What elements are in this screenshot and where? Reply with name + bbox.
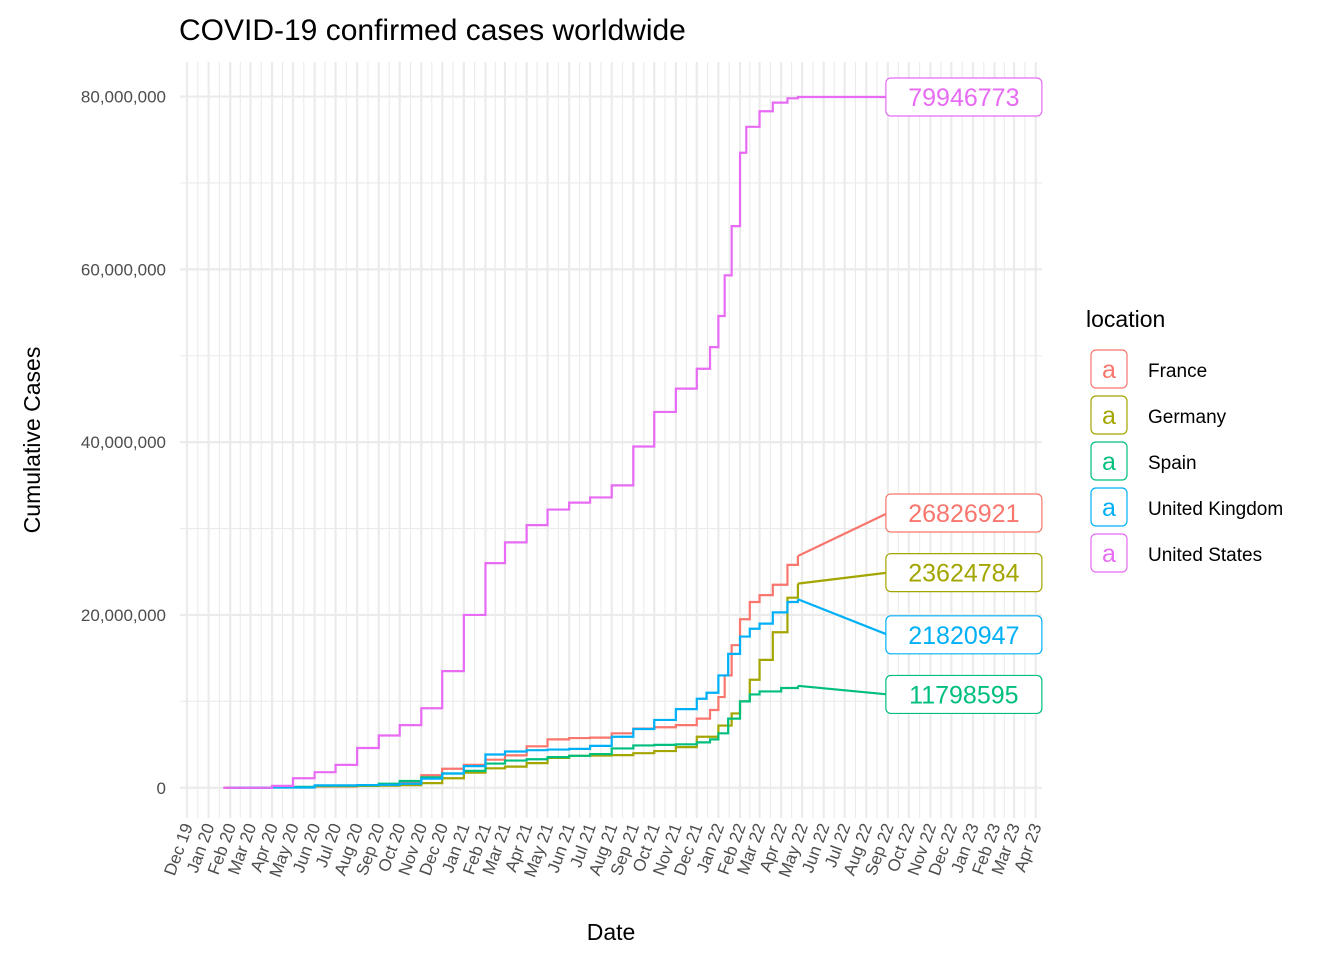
- legend-label: Spain: [1148, 453, 1197, 474]
- legend-label: United Kingdom: [1148, 499, 1283, 520]
- legend: location a France a Germany a Spain a United Ki…: [1086, 306, 1283, 573]
- legend-key-glyph: a: [1102, 448, 1116, 476]
- series-line: [223, 95, 888, 789]
- y-tick-label: 60,000,000: [81, 260, 166, 279]
- end-label: 11798595: [909, 681, 1018, 709]
- y-axis-title: Cumulative Cases: [19, 347, 45, 534]
- legend-key-glyph: a: [1102, 356, 1116, 384]
- end-label-box: [885, 674, 1043, 715]
- label-connector: [797, 598, 889, 636]
- end-label: 21820947: [908, 622, 1019, 650]
- legend-label: Germany: [1148, 407, 1227, 428]
- legend-key: [1090, 395, 1128, 435]
- x-axis-title: Date: [587, 919, 636, 945]
- label-connector: [797, 512, 889, 557]
- series-line: [224, 555, 800, 789]
- legend-key-glyph: a: [1102, 494, 1116, 522]
- legend-key: [1090, 441, 1128, 481]
- end-label: 26826921: [908, 500, 1019, 528]
- legend-title: location: [1086, 306, 1165, 332]
- chart-title: COVID-19 confirmed cases worldwide: [179, 14, 686, 47]
- end-label-box: [885, 615, 1043, 655]
- label-connector: [797, 684, 888, 696]
- end-label-box: [885, 77, 1043, 117]
- legend-key-glyph: a: [1102, 540, 1116, 568]
- y-tick-label: 20,000,000: [81, 606, 166, 625]
- legend-key: [1090, 533, 1128, 573]
- legend-key: [1090, 349, 1128, 389]
- end-label-box: [885, 493, 1043, 533]
- legend-key-glyph: a: [1102, 402, 1116, 430]
- legend-label: France: [1148, 361, 1207, 382]
- legend-key: [1090, 487, 1128, 527]
- y-tick-label: 80,000,000: [81, 88, 166, 107]
- series-line: [229, 599, 800, 789]
- end-label: 23624784: [908, 560, 1019, 588]
- y-tick-label: 40,000,000: [81, 433, 166, 452]
- y-tick-label: 0: [157, 779, 166, 798]
- label-connectors: [797, 512, 889, 696]
- series-lines: [223, 95, 888, 789]
- legend-label: United States: [1148, 545, 1262, 566]
- end-label: 79946773: [908, 84, 1019, 112]
- grid: [180, 62, 1042, 818]
- label-connector: [797, 571, 889, 585]
- end-labels: 26826921 23624784 11798595 21820947 79946773: [885, 77, 1043, 715]
- y-axis-ticks: 0 20,000,000 40,000,000 60,000,000 80,000,00…: [81, 88, 166, 798]
- end-label-box: [885, 553, 1043, 593]
